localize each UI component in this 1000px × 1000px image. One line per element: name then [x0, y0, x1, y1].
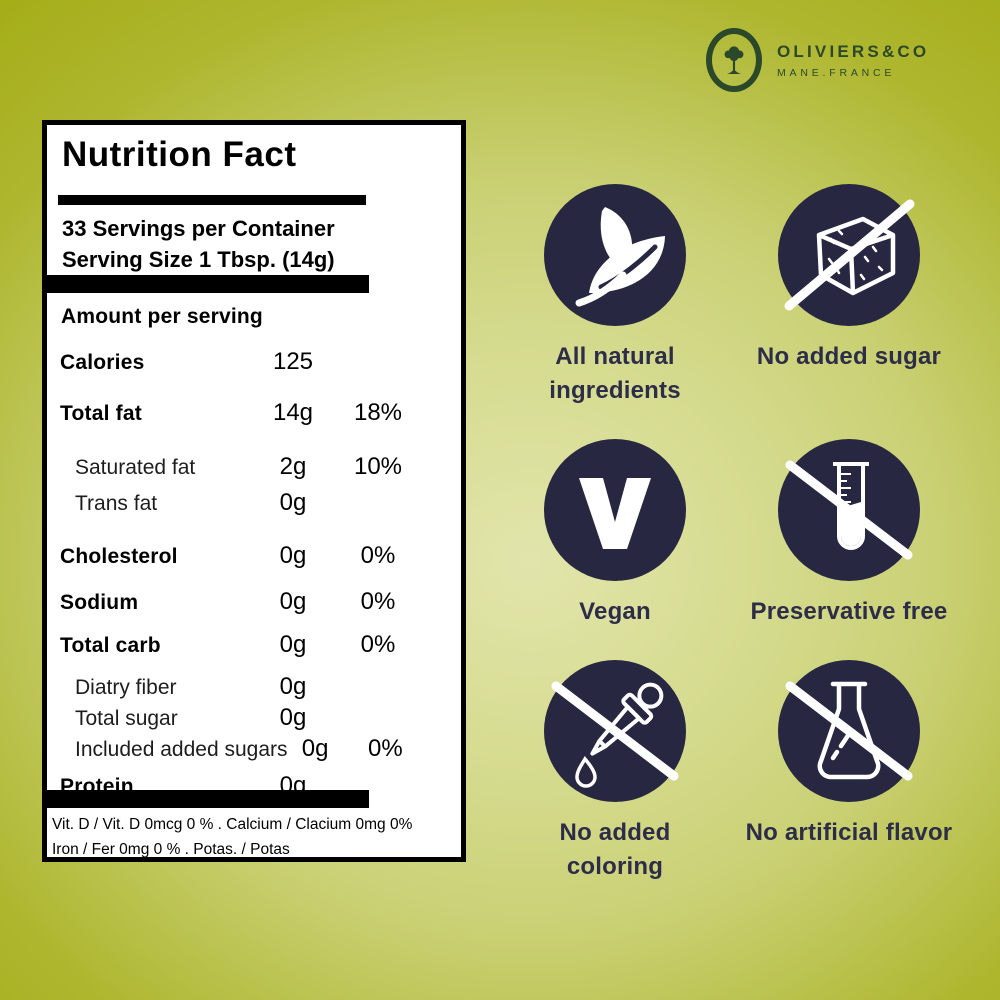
badge-label: No artificial flavor: [745, 819, 953, 846]
footnote-line-1: Vit. D / Vit. D 0mcg 0 % . Calcium / Cla…: [52, 816, 413, 833]
divider-thick-bar-bottom: [47, 790, 369, 808]
nutrition-row-trans-fat: Trans fat 0g: [47, 488, 461, 519]
row-name: Total sugar: [75, 707, 178, 730]
badge-no-added-coloring: No added coloring: [498, 651, 732, 884]
row-name: Total carb: [60, 634, 161, 657]
nutrition-row-total-carb: Total carb 0g 0%: [47, 630, 461, 661]
no-coloring-dropper-icon: [535, 651, 695, 811]
badge-no-artificial-flavor: No artificial flavor: [732, 651, 966, 884]
row-pct: 18%: [353, 399, 403, 426]
row-value: 2g: [279, 453, 307, 480]
servings-per-container: 33 Servings per Container: [62, 216, 335, 241]
divider-thick-bar: [47, 275, 369, 293]
badge-label: Vegan: [579, 598, 651, 625]
row-pct: 10%: [353, 453, 403, 480]
no-artificial-flask-icon: [769, 651, 929, 811]
olive-tree-monogram-icon: [706, 28, 762, 92]
nutrition-row-total-sugar: Total sugar 0g: [47, 703, 461, 734]
row-value: 0g: [279, 704, 307, 731]
row-pct: 0%: [360, 631, 396, 658]
nutrition-row-total-fat: Total fat 14g 18%: [47, 398, 461, 429]
badge-vegan: Vegan: [498, 430, 732, 651]
row-name: Included added sugars: [75, 738, 288, 761]
row-value: 0g: [279, 673, 307, 700]
row-name: Sodium: [60, 591, 139, 614]
row-value: 0g: [279, 542, 307, 569]
row-pct: 0%: [360, 588, 396, 615]
badge-no-added-sugar: No added sugar: [732, 175, 966, 430]
divider-thin-bar: [58, 195, 366, 205]
nutrition-label: Nutrition Fact 33 Servings per Container…: [42, 120, 466, 862]
badge-preservative-free: Preservative free: [732, 430, 966, 651]
row-name: Diatry fiber: [75, 676, 177, 699]
row-name: Saturated fat: [75, 456, 196, 479]
row-value: 0g: [279, 631, 307, 658]
row-value: 0g: [301, 735, 329, 762]
leaf-icon: [535, 175, 695, 335]
olive-tree-icon: [724, 46, 744, 74]
row-value: 125: [272, 348, 314, 375]
row-name: Trans fat: [75, 492, 158, 515]
row-pct: 0%: [368, 735, 403, 762]
nutrition-row-saturated-fat: Saturated fat 2g 10%: [47, 452, 461, 483]
row-value: 0g: [279, 588, 307, 615]
brand-logo: OLIVIERS&CO MANE.FRANCE: [706, 28, 929, 92]
nutrition-row-sodium: Sodium 0g 0%: [47, 587, 461, 618]
nutrition-row-cholesterol: Cholesterol 0g 0%: [47, 541, 461, 572]
badge-label: Preservative free: [750, 598, 948, 625]
no-sugar-cube-icon: [769, 175, 929, 335]
footnote-line-2: Iron / Fer 0mg 0 % . Potas. / Potas: [52, 841, 290, 858]
feature-badges: All natural ingredients No added sugar Veg…: [498, 175, 966, 884]
servings-info: 33 Servings per Container Serving Size 1…: [62, 213, 335, 275]
badge-label: No added sugar: [756, 343, 942, 370]
no-preservative-tube-icon: [769, 430, 929, 590]
badge-label: No added coloring: [559, 819, 671, 880]
amount-per-serving-heading: Amount per serving: [61, 305, 263, 328]
badge-all-natural-ingredients: All natural ingredients: [498, 175, 732, 430]
row-value: 14g: [272, 399, 314, 426]
nutrition-rows: Calories 125 Total fat 14g 18% Saturated fat 2…: [47, 347, 461, 802]
vitamin-footnote: Vit. D / Vit. D 0mcg 0 % . Calcium / Cla…: [52, 812, 458, 862]
nutrition-row-diatry-fiber: Diatry fiber 0g: [47, 672, 461, 703]
vegan-v-icon: [535, 430, 695, 590]
brand-name: OLIVIERS&CO: [777, 41, 930, 61]
row-name: Total fat: [60, 402, 142, 425]
row-name: Cholesterol: [60, 545, 178, 568]
nutrition-title: Nutrition Fact: [62, 135, 297, 174]
row-name: Calories: [60, 351, 145, 374]
nutrition-row-calories: Calories 125: [47, 347, 461, 378]
serving-size: Serving Size 1 Tbsp. (14g): [62, 247, 335, 272]
brand-subtitle: MANE.FRANCE: [777, 66, 896, 79]
row-value: 0g: [279, 489, 307, 516]
badge-label: All natural ingredients: [549, 343, 681, 404]
row-pct: 0%: [360, 542, 396, 569]
nutrition-row-included-added-sugars: Included added sugars 0g 0%: [47, 734, 461, 765]
